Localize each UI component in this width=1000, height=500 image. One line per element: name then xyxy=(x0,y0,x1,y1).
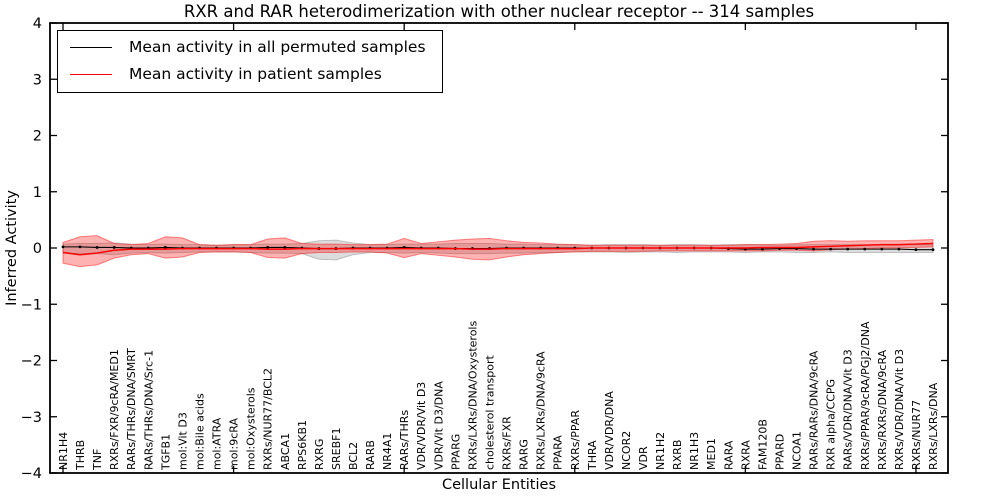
x-tick-label: RARA xyxy=(722,440,735,470)
x-tick-label: NCOA1 xyxy=(791,431,804,470)
x-tick-label: RXRs/NUR77 xyxy=(910,400,923,470)
y-tick-label: 0 xyxy=(33,241,42,257)
x-tick-label: RARs/RARs/DNA/9cRA xyxy=(808,350,821,470)
permuted-mean-marker xyxy=(846,247,850,251)
x-tick-label: RXRs/LXRs/DNA/Oxysterols xyxy=(466,321,479,470)
y-tick-label: −1 xyxy=(21,297,42,313)
x-tick-label: mol:9cRA xyxy=(228,418,241,470)
x-tick-label: RXRs/PPAR/9cRA/PGJ2/DNA xyxy=(859,321,872,470)
figure-title: RXR and RAR heterodimerization with othe… xyxy=(183,2,815,21)
permuted-mean-marker xyxy=(266,246,270,249)
permuted-mean-marker xyxy=(897,247,901,251)
x-tick-label: VDR/VDR/DNA xyxy=(603,391,616,470)
x-tick-label: RXRG xyxy=(313,439,326,470)
x-tick-label: mol:ATRA xyxy=(211,417,224,470)
permuted-mean-marker xyxy=(829,247,833,251)
x-tick-label: MED1 xyxy=(705,438,718,470)
x-tick-label: mol:Vit D3 xyxy=(176,412,189,470)
y-tick-label: −2 xyxy=(21,354,42,370)
patient-line-sample-icon xyxy=(70,73,112,75)
x-tick-label: RXRs/FXR/9cRA/MED1 xyxy=(108,349,121,470)
x-tick-label: RXRA xyxy=(739,440,752,470)
permuted-mean-marker xyxy=(931,248,935,252)
x-tick-label: mol:Oxysterols xyxy=(245,387,258,470)
x-tick-label: VDR/VDR/Vit D3 xyxy=(415,382,428,470)
permuted-mean-marker xyxy=(880,247,884,251)
x-tick-label: mol:Bile acids xyxy=(193,393,206,470)
y-tick-label: 3 xyxy=(33,72,42,88)
x-tick-label: RXRs/LXRs/DNA/9cRA xyxy=(535,351,548,470)
permuted-mean-marker xyxy=(812,247,815,251)
permuted-mean-marker xyxy=(863,247,867,251)
permuted-mean-marker xyxy=(163,246,167,249)
permuted-line-sample-icon xyxy=(70,46,112,48)
x-tick-label: THRB xyxy=(74,440,87,471)
x-tick-label: BCL2 xyxy=(347,442,360,470)
x-tick-label: NCOR2 xyxy=(620,431,633,470)
legend-label-patient: Mean activity in patient samples xyxy=(129,65,382,83)
x-tick-label: PPARG xyxy=(449,434,462,470)
permuted-mean-marker xyxy=(95,246,99,249)
x-tick-label: PPARA xyxy=(552,435,565,470)
x-tick-label: NR1H3 xyxy=(688,432,701,470)
x-axis-label: Cellular Entities xyxy=(441,477,557,493)
x-tick-label: NR1H4 xyxy=(57,432,70,470)
x-tick-label: PPARD xyxy=(773,434,786,470)
x-tick-label: RARs/THRs xyxy=(398,410,411,470)
y-tick-label: −4 xyxy=(21,466,42,482)
y-tick-label: 1 xyxy=(33,185,42,201)
y-tick-label: 4 xyxy=(33,16,42,32)
x-tick-label: RXRs/LXRs/DNA xyxy=(927,382,940,470)
x-tick-label: RXR alpha/CCPG xyxy=(825,379,838,470)
permuted-mean-marker xyxy=(283,246,287,249)
permuted-mean-marker xyxy=(61,245,65,249)
permuted-mean-marker xyxy=(914,248,918,252)
patient-mean-line xyxy=(62,242,934,256)
legend-entry-permuted: Mean activity in all permuted samples xyxy=(70,38,426,56)
x-tick-label: RXRs/RXRs/DNA/9cRA xyxy=(876,349,889,470)
x-tick-label: RPS6KB1 xyxy=(296,420,309,470)
x-tick-label: VDR/Vit D3/DNA xyxy=(432,381,445,470)
x-tick-label: RXRs/FXR xyxy=(501,416,514,470)
legend-label-permuted: Mean activity in all permuted samples xyxy=(129,38,426,56)
x-tick-label: NR4A1 xyxy=(381,433,394,470)
legend-entry-patient: Mean activity in patient samples xyxy=(70,65,426,83)
y-axis-label: Inferred Activity xyxy=(4,190,20,306)
x-tick-label: RARs/THRs/DNA/Src-1 xyxy=(142,350,155,470)
x-tick-label: THRA xyxy=(586,440,599,471)
x-tick-label: RARs/VDR/DNA/Vit D3 xyxy=(842,349,855,470)
x-tick-label: ABCA1 xyxy=(279,433,292,470)
x-tick-label: RARG xyxy=(518,439,531,470)
x-tick-label: VDR xyxy=(637,446,650,470)
x-tick-label: TGFB1 xyxy=(159,434,172,471)
legend: Mean activity in all permuted samples Me… xyxy=(57,30,443,93)
x-tick-label: NR1H2 xyxy=(654,432,667,470)
permuted-mean-marker xyxy=(78,245,82,249)
x-tick-label: cholesterol transport xyxy=(483,355,496,470)
x-tick-label: RXRB xyxy=(671,440,684,470)
patient-band xyxy=(62,235,934,268)
x-tick-label: TNF xyxy=(91,449,104,471)
x-tick-label: RARB xyxy=(364,440,377,470)
y-tick-label: −3 xyxy=(21,410,42,426)
x-tick-label: FAM120B xyxy=(756,419,769,470)
x-tick-label: RXRs/PPAR xyxy=(569,410,582,470)
x-tick-label: RARs/THRs/DNA/SMRT xyxy=(125,348,138,470)
permuted-band xyxy=(62,239,934,261)
x-tick-label: SREBF1 xyxy=(330,428,343,470)
permuted-mean-marker xyxy=(761,247,764,251)
x-tick-label: RXRs/NUR77/BCL2 xyxy=(262,368,275,470)
y-tick-label: 2 xyxy=(33,129,42,145)
permuted-mean-marker xyxy=(112,246,116,249)
x-tick-label: RXRs/VDR/DNA/Vit D3 xyxy=(893,349,906,470)
